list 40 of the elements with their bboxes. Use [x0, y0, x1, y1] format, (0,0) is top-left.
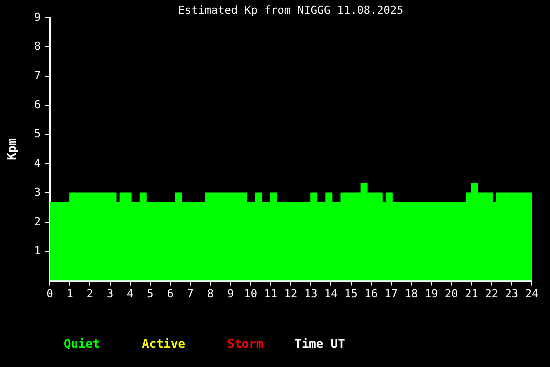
x-tick-label: 7 — [187, 287, 194, 300]
x-tick-label: 16 — [364, 287, 378, 300]
x-tick-label: 14 — [324, 287, 338, 300]
x-tick-label: 24 — [525, 287, 539, 300]
y-tick-label: 1 — [34, 244, 41, 258]
x-tick-label: 11 — [264, 287, 278, 300]
y-tick-label: 8 — [34, 40, 41, 54]
x-tick-label: 1 — [66, 287, 74, 300]
y-axis-title: Kpm — [5, 138, 20, 160]
legend-label: Storm — [227, 337, 264, 352]
y-tick-label: 6 — [34, 98, 41, 112]
x-tick-label: 0 — [46, 287, 54, 300]
x-tick-label: 2 — [86, 287, 94, 300]
x-tick-label: 17 — [384, 287, 398, 300]
y-tick-label: 5 — [34, 128, 41, 141]
x-tick-label: 21 — [465, 287, 478, 300]
x-axis-title: Time UT — [294, 337, 346, 352]
x-tick-label: 6 — [167, 287, 174, 300]
x-tick-label: 9 — [227, 287, 234, 300]
x-tick-label: 4 — [127, 287, 134, 300]
text: Quiet — [64, 337, 100, 352]
y-tick-label: 9 — [34, 10, 41, 24]
x-tick-label: 13 — [304, 287, 318, 300]
y-tick-label: 4 — [34, 156, 42, 170]
chart-title: Estimated Kp from NIGGG 11.08.2025 — [178, 4, 404, 17]
x-tick-label: 10 — [244, 287, 258, 300]
x-tick-label: 18 — [404, 287, 418, 300]
x-tick-label: 8 — [207, 287, 214, 300]
x-tick-label: 19 — [424, 287, 438, 300]
y-tick-label: 7 — [34, 69, 41, 82]
y-tick-label: 2 — [34, 215, 41, 228]
legend-label: Active — [142, 337, 186, 352]
x-tick-label: 5 — [147, 287, 154, 300]
x-tick-label: 22 — [485, 287, 498, 300]
x-tick-label: 20 — [445, 287, 458, 300]
y-tick-label: 3 — [34, 186, 41, 200]
x-tick-label: 3 — [106, 287, 114, 300]
x-tick-label: 23 — [505, 287, 519, 300]
x-tick-label: 12 — [284, 287, 298, 300]
x-tick-label: 15 — [344, 287, 358, 300]
